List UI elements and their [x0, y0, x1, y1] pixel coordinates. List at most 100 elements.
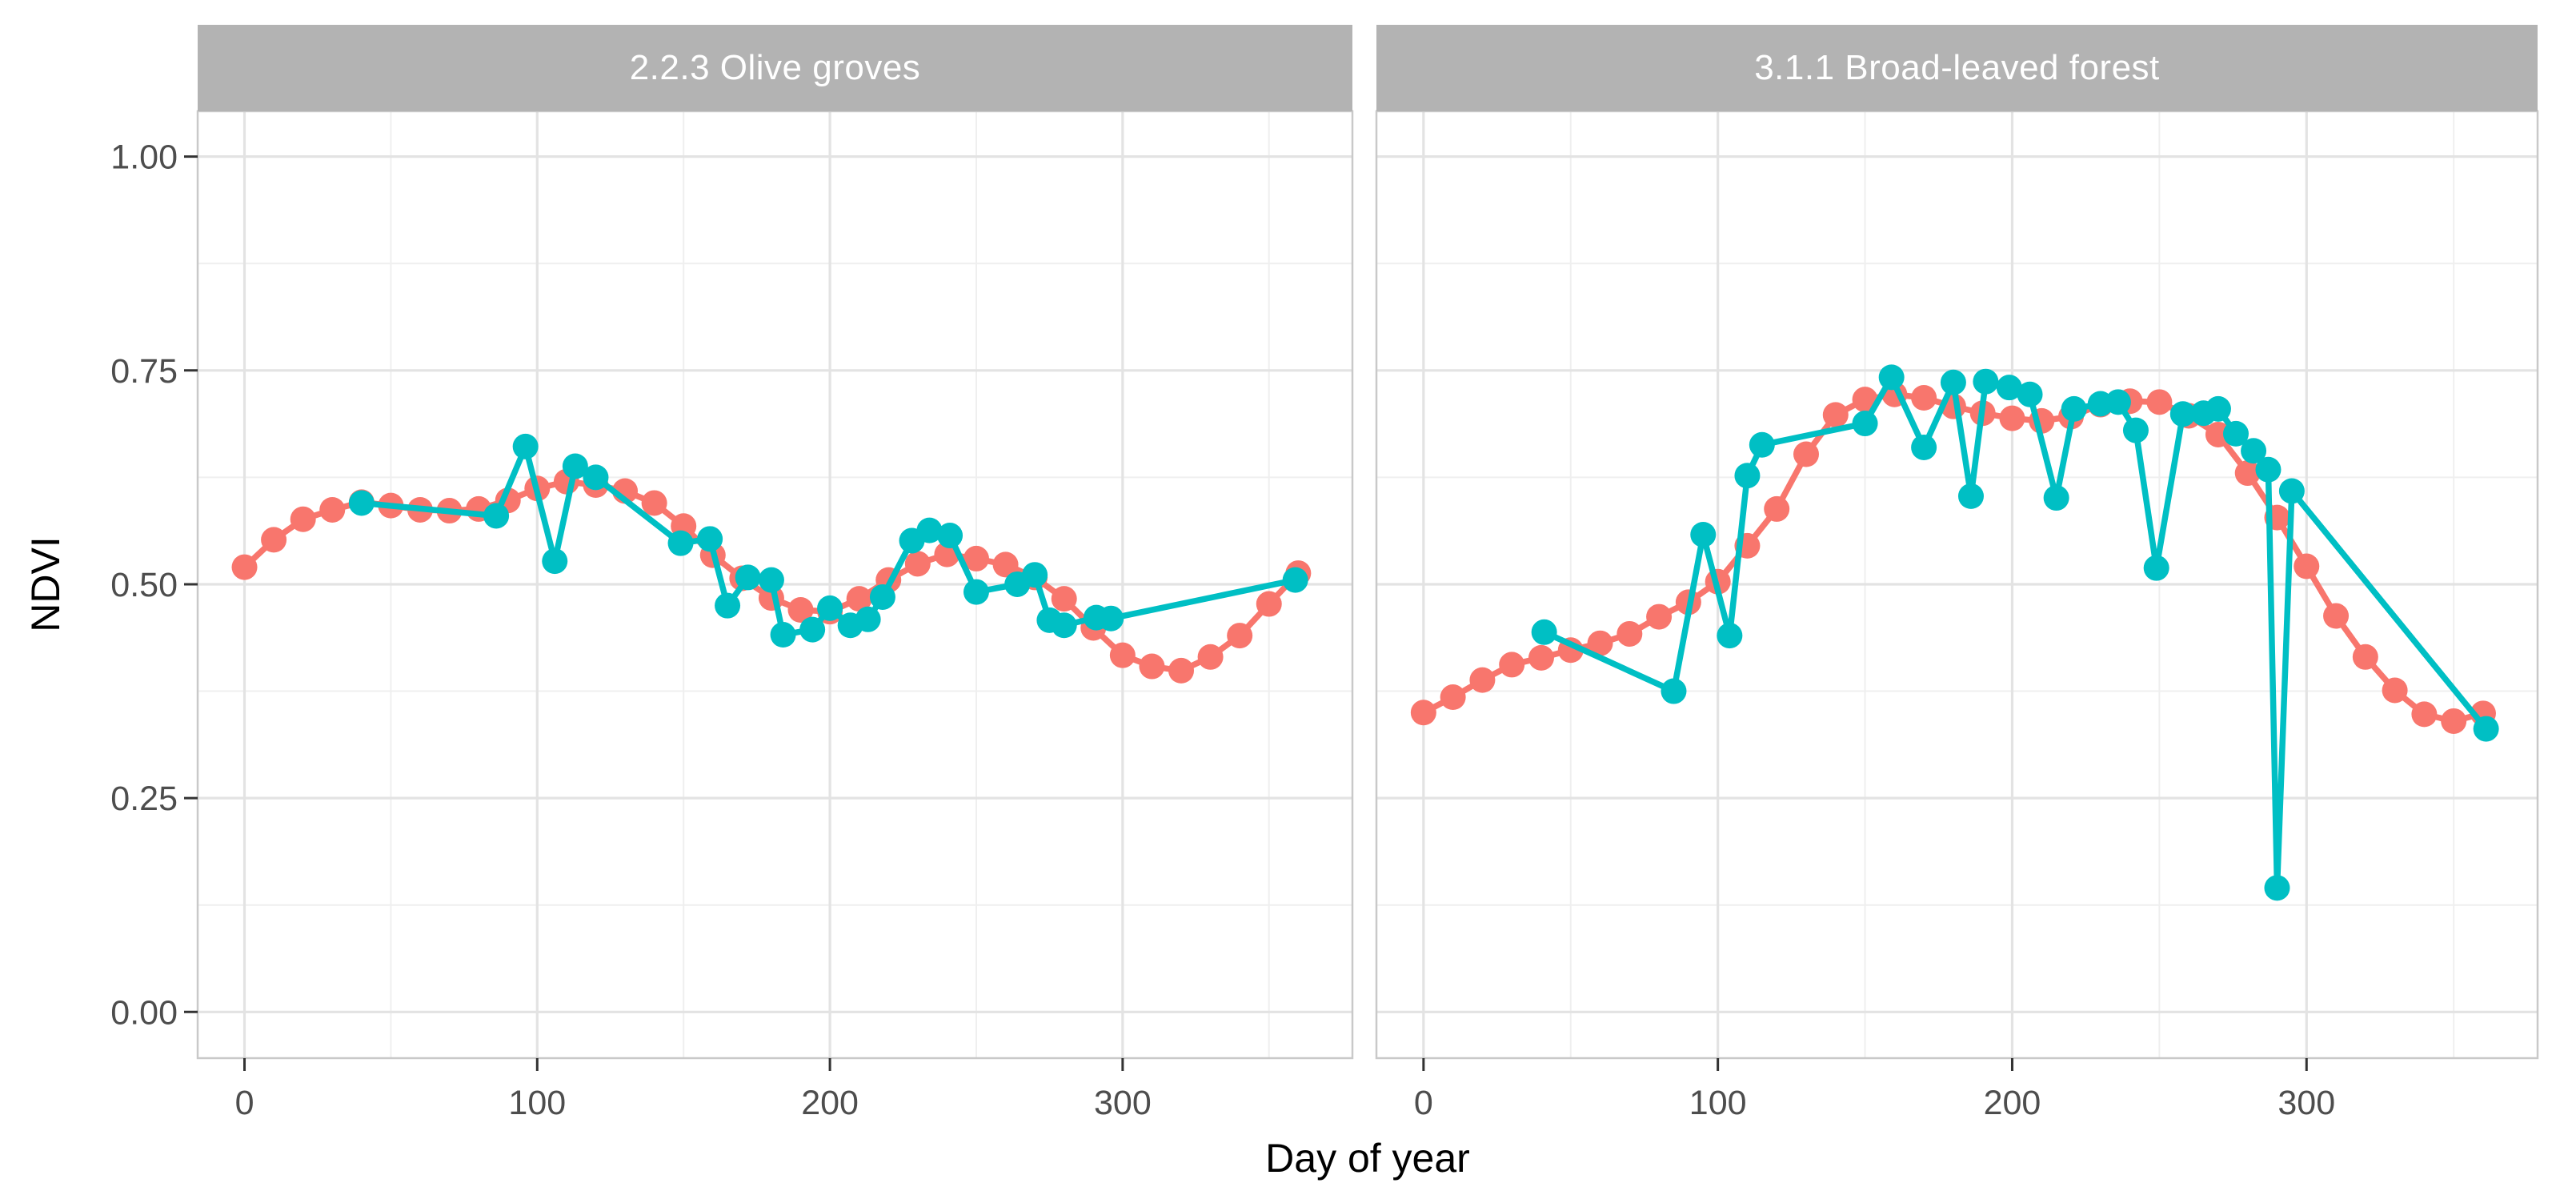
- data-point-dot: [1822, 402, 1849, 428]
- data-point-dot: [1168, 657, 1195, 684]
- data-point-dot: [2278, 478, 2305, 504]
- data-point-dot: [1911, 384, 1937, 411]
- data-point-dot: [1256, 591, 1282, 617]
- data-point-dot: [1940, 369, 1966, 395]
- data-point-dot: [290, 506, 316, 532]
- facet-strip-olive-groves: 2.2.3 Olive groves: [198, 25, 1352, 111]
- data-point-dot: [1499, 652, 1525, 678]
- data-point-dot: [799, 616, 826, 643]
- data-point-dot: [1617, 620, 1643, 647]
- data-point-dot: [542, 548, 568, 575]
- x-tick-label: 0: [235, 1084, 254, 1122]
- data-point-dot: [1051, 612, 1077, 639]
- data-point-dot: [1764, 495, 1790, 522]
- data-point-dot: [916, 517, 943, 543]
- data-point-dot: [1469, 667, 1496, 693]
- data-point-dot: [2234, 460, 2261, 487]
- panel-broad-leaved-forest: 0 100 200 300: [1375, 110, 2539, 1122]
- data-point-dot: [2352, 644, 2378, 670]
- y-axis-title: NDVI: [23, 536, 68, 632]
- series-smoothed-composite-red: [1410, 381, 2496, 734]
- data-point-dot: [1587, 630, 1613, 656]
- facet-strip-label: 2.2.3 Olive groves: [629, 48, 921, 87]
- data-point-dot: [1022, 562, 1048, 588]
- x-axis-ticks: 0 100 200 300: [1414, 1058, 2335, 1122]
- data-point-dot: [1996, 375, 2022, 401]
- data-point-dot: [1734, 463, 1761, 489]
- data-point-dot: [1749, 431, 1775, 458]
- data-point-dot: [715, 592, 741, 619]
- data-point-dot: [1282, 567, 1308, 593]
- data-point-dot: [231, 554, 258, 580]
- data-point-dot: [2264, 875, 2290, 901]
- data-point-dot: [770, 622, 796, 648]
- data-point-dot: [869, 583, 895, 610]
- data-point-dot: [1852, 387, 1878, 413]
- data-point-dot: [697, 526, 723, 552]
- data-point-dot: [1139, 653, 1165, 680]
- x-tick-label: 200: [801, 1084, 859, 1122]
- facet-strip-broad-leaved-forest: 3.1.1 Broad-leaved forest: [1376, 25, 2538, 111]
- y-tick-label: 0.50: [110, 566, 178, 604]
- data-point-dot: [1528, 644, 1554, 671]
- data-point-dot: [483, 503, 510, 529]
- x-axis-ticks: 0 100 200 300: [235, 1058, 1152, 1122]
- data-point-dot: [2294, 553, 2320, 579]
- data-point-dot: [735, 564, 761, 591]
- data-point-dot: [2411, 701, 2438, 728]
- data-point-dot: [1531, 619, 1557, 645]
- data-point-dot: [1717, 623, 1743, 649]
- data-point-dot: [1999, 405, 2025, 431]
- data-point-dot: [2146, 389, 2173, 415]
- data-point-dot: [1646, 604, 1673, 630]
- data-point-dot: [1227, 623, 1253, 649]
- data-point-dot: [937, 523, 963, 549]
- y-tick-label: 0.00: [110, 993, 178, 1032]
- data-point-dot: [2043, 485, 2069, 511]
- data-point-dot: [1911, 434, 1937, 460]
- data-point-dot: [992, 551, 1019, 578]
- data-point-dot: [2241, 438, 2267, 464]
- x-tick-label: 300: [2278, 1084, 2335, 1122]
- data-point-dot: [2105, 389, 2131, 415]
- data-point-dot: [1957, 483, 1984, 509]
- data-point-dot: [1661, 678, 1687, 704]
- data-point-dot: [758, 567, 784, 593]
- y-tick-label: 0.25: [110, 780, 178, 818]
- data-point-dot: [2017, 381, 2043, 407]
- data-point-dot: [2323, 603, 2350, 629]
- data-point-dot: [2205, 395, 2231, 422]
- y-tick-label: 1.00: [110, 138, 178, 177]
- data-point-dot: [2255, 456, 2282, 483]
- data-point-dot: [2222, 420, 2249, 447]
- data-point-dot: [1852, 411, 1878, 437]
- data-point-dot: [2382, 677, 2408, 704]
- data-point-dot: [787, 597, 814, 624]
- data-point-dot: [583, 464, 609, 491]
- data-point-dot: [846, 586, 872, 612]
- data-point-dot: [1878, 364, 1905, 391]
- y-axis-ticks: 0.00 0.25 0.50 0.75 1.00: [110, 138, 198, 1032]
- x-axis-title: Day of year: [1265, 1136, 1470, 1181]
- data-point-dot: [1410, 700, 1436, 726]
- y-tick-label: 0.75: [110, 352, 178, 391]
- data-point-dot: [2441, 708, 2467, 734]
- data-point-dot: [2061, 395, 2087, 422]
- series-observations-teal: [1531, 364, 2499, 901]
- data-point-dot: [1109, 642, 1136, 668]
- x-tick-label: 0: [1414, 1084, 1433, 1122]
- data-point-dot: [2122, 417, 2149, 443]
- data-point-dot: [319, 496, 346, 523]
- data-point-dot: [261, 527, 287, 553]
- facet-strip-label: 3.1.1 Broad-leaved forest: [1754, 48, 2160, 87]
- data-point-dot: [1051, 586, 1077, 612]
- data-point-dot: [1197, 644, 1224, 670]
- data-point-dot: [1973, 368, 1999, 395]
- data-point-dot: [641, 490, 667, 516]
- data-point-dot: [348, 490, 375, 516]
- data-point-dot: [667, 530, 694, 556]
- data-point-dot: [1793, 441, 1819, 467]
- data-point-dot: [855, 606, 881, 632]
- data-point-dot: [2473, 716, 2499, 742]
- data-point-dot: [1098, 605, 1124, 632]
